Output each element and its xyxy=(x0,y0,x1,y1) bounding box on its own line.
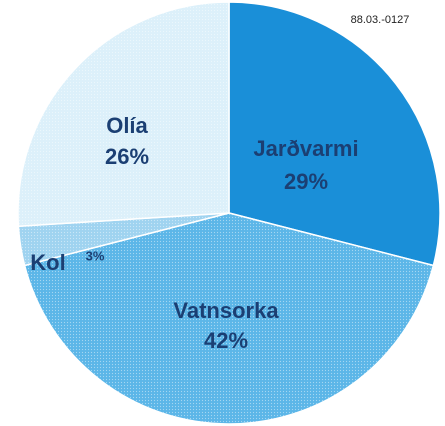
annotation: 88.03.-0127 xyxy=(351,14,410,26)
value-label: 3% xyxy=(86,248,105,263)
value-label: 26% xyxy=(105,144,149,169)
value-label: 29% xyxy=(284,169,328,194)
labels: Jarðvarmi 29% Vatnsorka 42% Kol 3% Olía 26% xyxy=(30,113,358,353)
slice-label: Vatnsorka xyxy=(173,298,279,323)
slice-label: Olía xyxy=(106,113,148,138)
slice-label: Jarðvarmi xyxy=(253,136,358,161)
value-label: 42% xyxy=(204,328,248,353)
slices xyxy=(17,1,441,425)
slice-label: Kol xyxy=(30,250,65,275)
pie-slice xyxy=(228,1,441,267)
